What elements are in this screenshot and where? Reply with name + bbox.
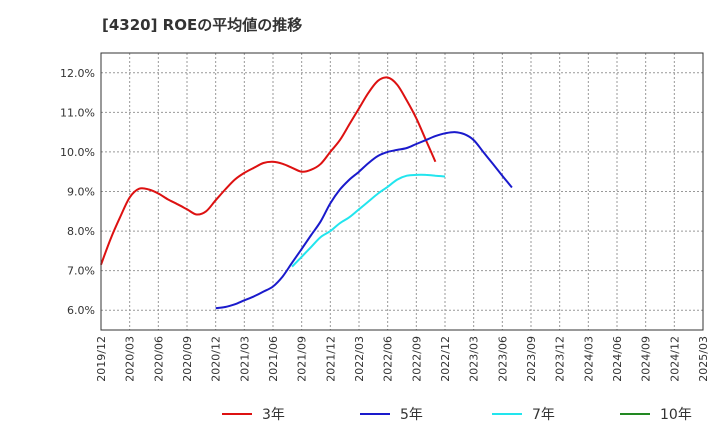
y-tick-label: 7.0% (67, 265, 95, 278)
y-tick-label: 6.0% (67, 304, 95, 317)
x-tick-label: 2023/06 (496, 336, 509, 382)
plot-border (100, 52, 704, 331)
y-axis-ticks: 6.0% 7.0% 8.0% 9.0% 10.0% 11.0% 12.0% (60, 67, 95, 317)
legend-label-3: 7年 (532, 407, 555, 423)
x-tick-label: 2025/03 (697, 336, 710, 382)
legend: 3年 5年 7年 10年 (222, 407, 692, 423)
grid (100, 53, 704, 330)
legend-label-2: 5年 (400, 407, 423, 423)
y-tick-label: 10.0% (60, 146, 95, 159)
x-tick-label: 2024/12 (668, 336, 681, 382)
series-line-3 (291, 173, 446, 268)
x-tick-label: 2021/06 (267, 336, 280, 382)
x-tick-label: 2023/12 (554, 336, 567, 382)
x-tick-label: 2020/06 (152, 336, 165, 382)
x-tick-label: 2024/03 (582, 336, 595, 382)
x-tick-label: 2020/03 (124, 336, 137, 382)
x-tick-label: 2023/03 (468, 336, 481, 382)
x-tick-label: 2020/09 (181, 336, 194, 382)
x-tick-label: 2022/03 (353, 336, 366, 382)
x-tick-label: 2022/12 (439, 336, 452, 382)
x-tick-label: 2021/09 (296, 336, 309, 382)
series-line-2 (215, 131, 513, 310)
x-tick-label: 2022/09 (410, 336, 423, 382)
x-tick-label: 2021/12 (324, 336, 337, 382)
y-tick-label: 11.0% (60, 106, 95, 119)
y-tick-label: 12.0% (60, 67, 95, 80)
legend-label-4: 10年 (660, 407, 692, 423)
x-tick-label: 2024/06 (611, 336, 624, 382)
y-tick-label: 9.0% (67, 186, 95, 199)
y-tick-label: 8.0% (67, 225, 95, 238)
x-tick-label: 2019/12 (95, 336, 108, 382)
x-axis-ticks: 2019/12 2020/03 2020/06 2020/09 2020/12 2021/… (95, 336, 710, 382)
series-line-1 (100, 76, 437, 266)
x-tick-label: 2023/09 (525, 336, 538, 382)
series-lines (100, 76, 513, 310)
legend-label-1: 3年 (262, 407, 285, 423)
x-tick-label: 2020/12 (210, 336, 223, 382)
x-tick-label: 2024/09 (640, 336, 653, 382)
chart-title: [4320] ROEの平均値の推移 (102, 16, 302, 34)
x-tick-label: 2022/06 (382, 336, 395, 382)
x-tick-label: 2021/03 (238, 336, 251, 382)
